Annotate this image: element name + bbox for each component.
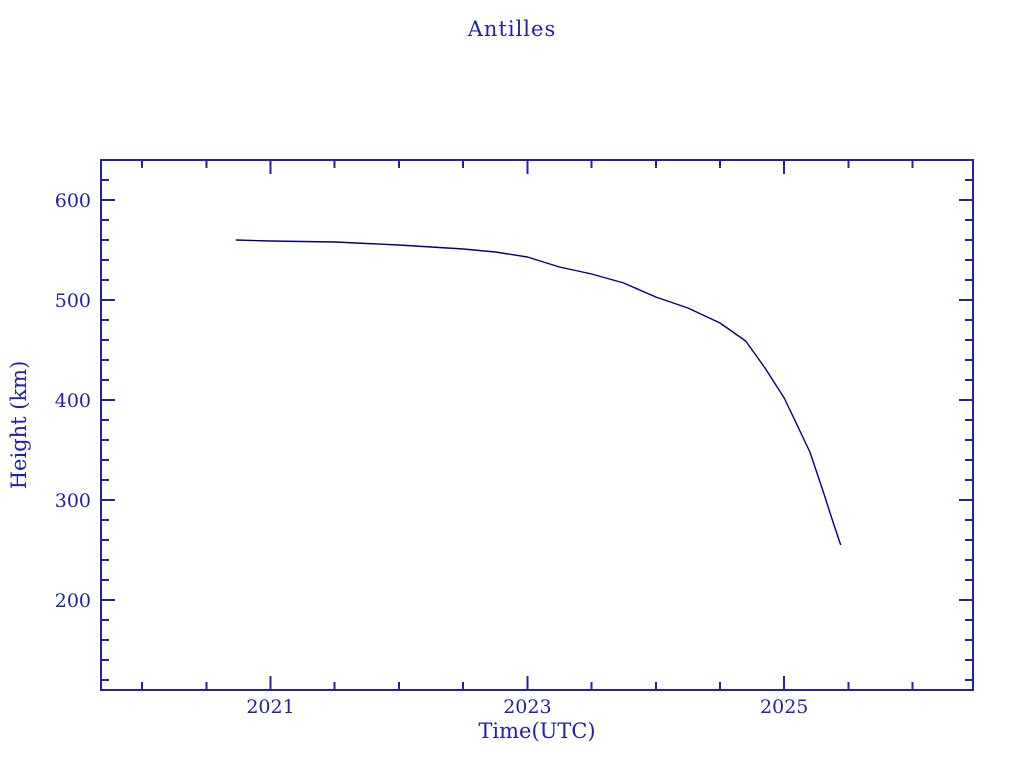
y-tick-label: 600: [55, 190, 91, 212]
y-tick-label: 400: [55, 390, 91, 412]
chart-title: Antilles: [467, 17, 557, 41]
y-tick-label: 200: [55, 590, 91, 612]
x-axis-label: Time(UTC): [478, 719, 596, 743]
y-axis-label: Height (km): [7, 360, 31, 490]
x-tick-label: 2021: [246, 696, 294, 718]
data-line: [235, 239, 842, 546]
y-tick-label: 500: [55, 290, 91, 312]
plot-frame: [100, 159, 974, 691]
x-tick-label: 2023: [503, 696, 551, 718]
y-tick-label: 300: [55, 490, 91, 512]
x-tick-label: 2025: [760, 696, 808, 718]
